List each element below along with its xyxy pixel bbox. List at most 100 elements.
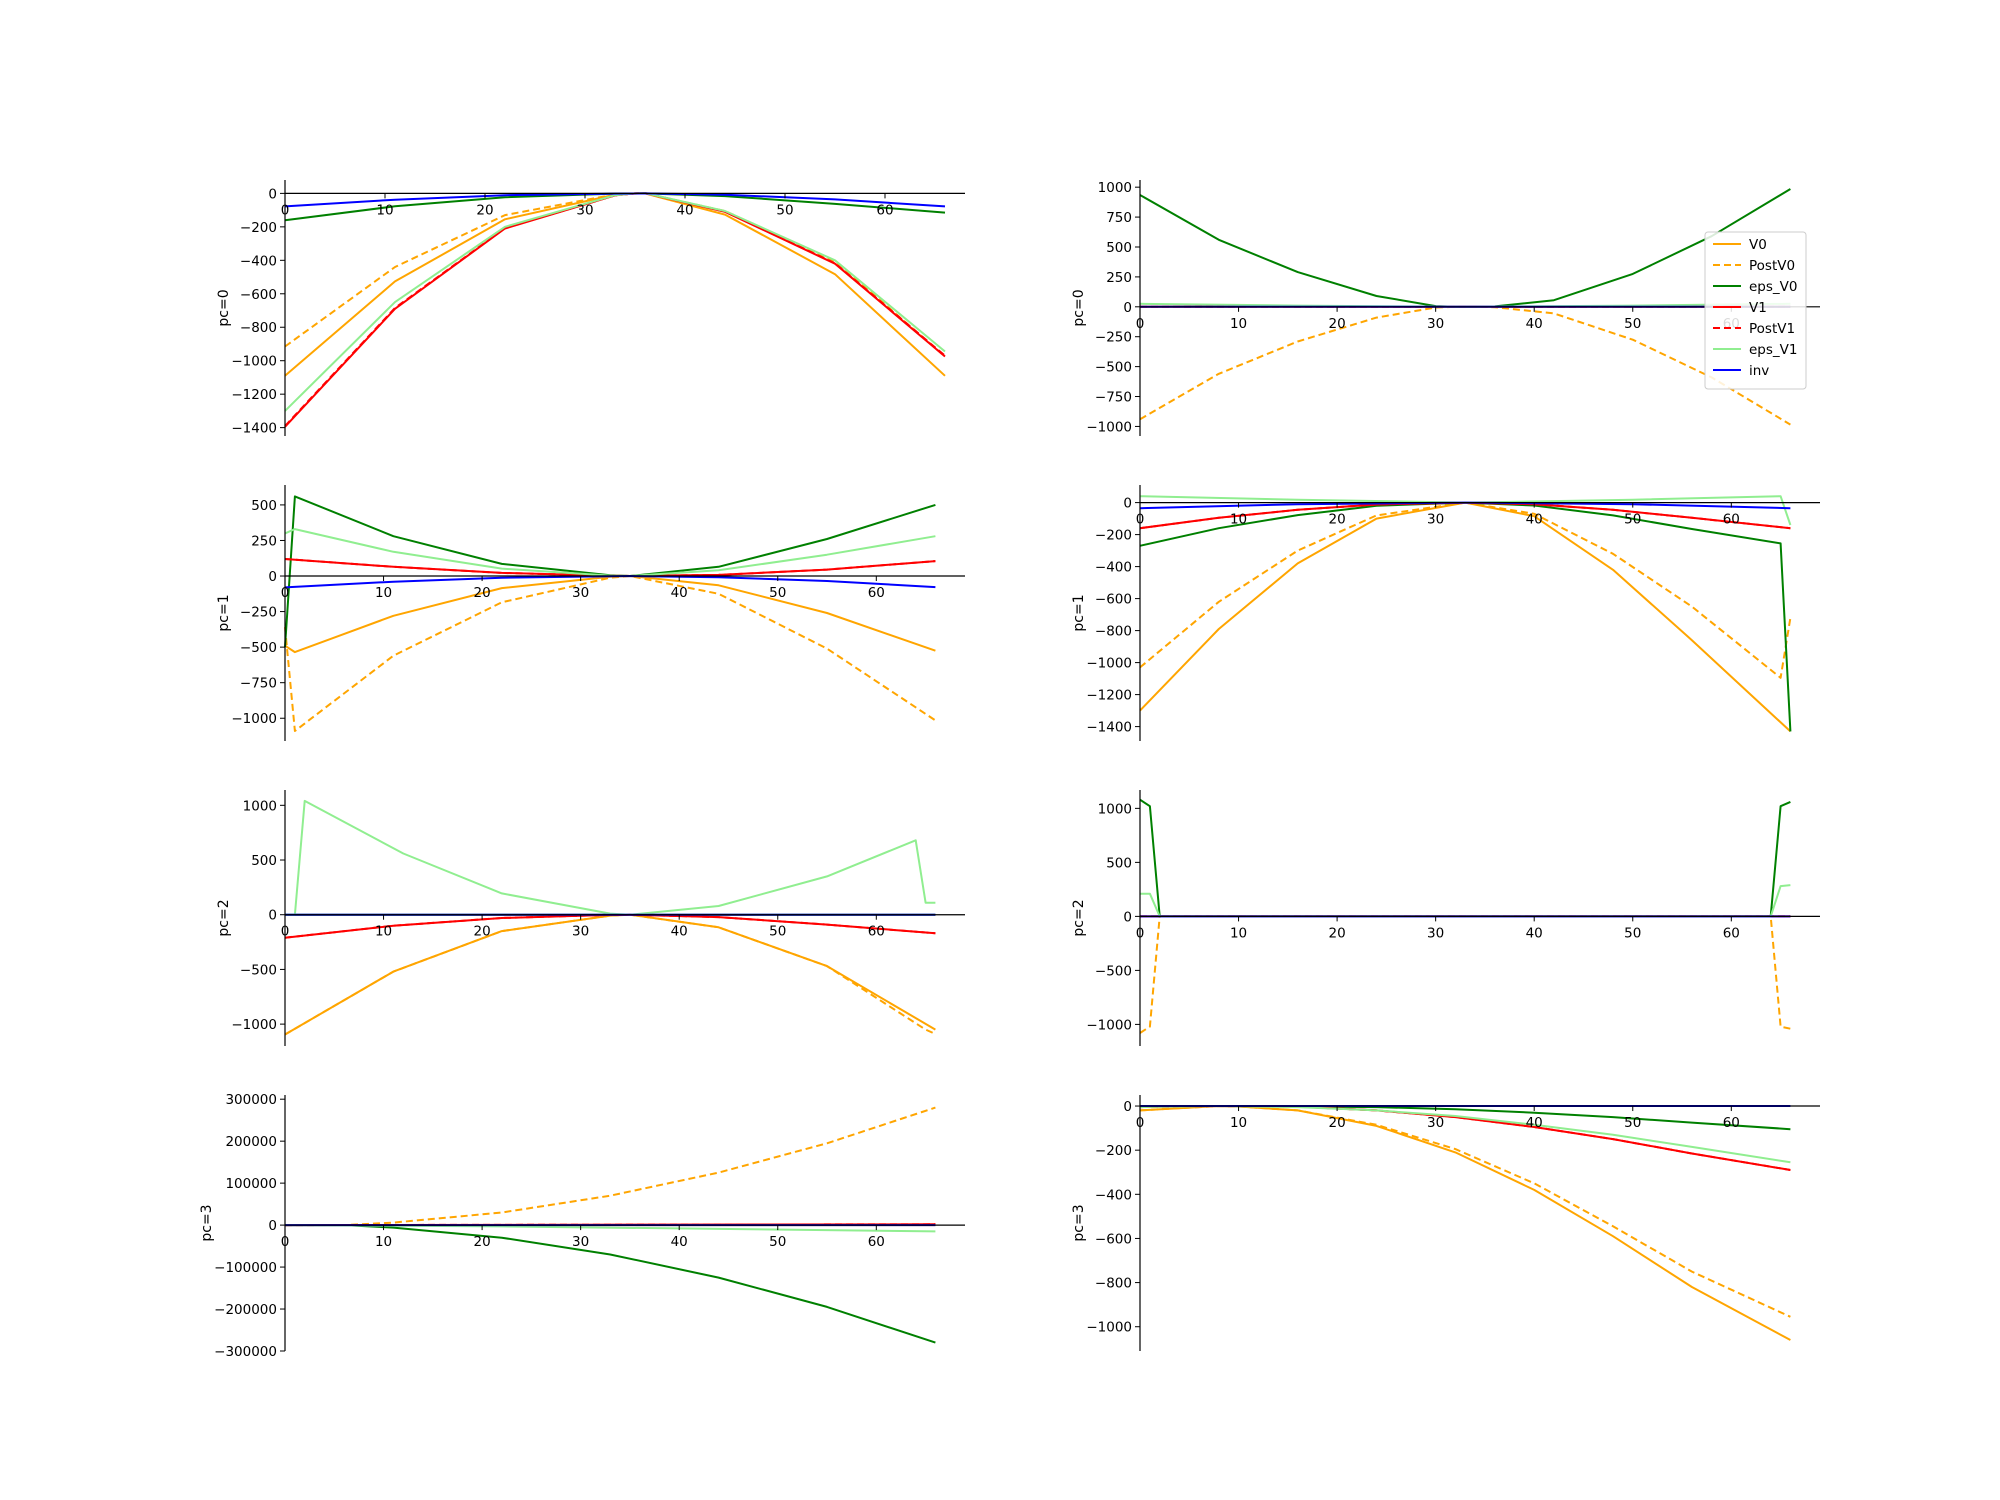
subplot-5: 0 10 20 30 40 50 60 1000 500 0 −500 −1000 pc=2 (1071, 790, 1820, 1046)
x-tick-label: 60 (876, 202, 893, 218)
x-tick-label: 30 (1427, 1115, 1444, 1131)
x-tick-label: 20 (474, 1234, 491, 1250)
y-tick-label: 250 (1106, 270, 1132, 286)
y-tick-label: −750 (240, 676, 277, 692)
x-tick-label: 20 (474, 585, 491, 601)
y-tick-label: −500 (240, 962, 277, 978)
x-tick-label: 0 (281, 1234, 290, 1250)
y-tick-label: −300000 (214, 1344, 277, 1360)
y-tick-label: 0 (268, 186, 277, 202)
y-tick-label: 0 (1123, 909, 1132, 925)
series-line-PostV0 (284, 575, 936, 732)
legend-label-PostV0: PostV0 (1749, 258, 1795, 274)
y-axis-label: pc=2 (216, 899, 232, 936)
y-tick-label: −600 (1095, 1231, 1132, 1247)
x-tick-label: 10 (1230, 925, 1247, 941)
x-tick-label: 30 (1427, 925, 1444, 941)
y-tick-label: −200 (1095, 1143, 1132, 1159)
y-tick-label: −250 (1095, 330, 1132, 346)
y-tick-label: −200 (1095, 528, 1132, 544)
y-tick-label: −600 (240, 287, 277, 303)
y-tick-label: −800 (1095, 1276, 1132, 1292)
x-tick-label: 40 (671, 1234, 688, 1250)
x-tick-label: 50 (1624, 512, 1641, 528)
y-tick-label: −400 (240, 253, 277, 269)
x-tick-label: 30 (572, 1234, 589, 1250)
x-tick-label: 50 (1624, 316, 1641, 332)
x-tick-label: 60 (1723, 925, 1740, 941)
y-axis-label: pc=3 (1071, 1204, 1087, 1241)
series-line-PostV0 (284, 913, 936, 1036)
x-tick-label: 0 (281, 202, 290, 218)
x-tick-label: 10 (1230, 1115, 1247, 1131)
y-axis-label: pc=1 (1071, 594, 1087, 631)
y-tick-label: 300000 (225, 1092, 277, 1108)
x-tick-label: 40 (1526, 512, 1543, 528)
x-tick-label: 30 (572, 924, 589, 940)
y-tick-label: −1400 (1086, 720, 1132, 736)
x-tick-label: 50 (769, 585, 786, 601)
x-tick-label: 20 (1329, 316, 1346, 332)
y-tick-label: 500 (1106, 855, 1132, 871)
x-tick-label: 60 (1723, 512, 1740, 528)
x-tick-label: 60 (868, 585, 885, 601)
y-tick-label: 0 (1123, 300, 1132, 316)
y-tick-label: 0 (268, 1218, 277, 1234)
x-tick-label: 10 (375, 585, 392, 601)
legend-label-eps_V1: eps_V1 (1749, 342, 1797, 358)
x-tick-label: 50 (1624, 925, 1641, 941)
x-tick-label: 40 (676, 202, 693, 218)
x-tick-label: 20 (1329, 1115, 1346, 1131)
y-tick-label: −1000 (1086, 656, 1132, 672)
y-axis-label: pc=0 (216, 289, 232, 326)
x-tick-label: 50 (769, 924, 786, 940)
x-tick-label: 0 (1136, 1115, 1145, 1131)
y-tick-label: −500 (240, 640, 277, 656)
x-tick-label: 40 (671, 585, 688, 601)
y-tick-label: −1000 (231, 354, 277, 370)
x-tick-label: 60 (1723, 1115, 1740, 1131)
x-tick-label: 50 (1624, 1115, 1641, 1131)
y-tick-label: −200 (240, 220, 277, 236)
y-axis-label: pc=1 (216, 594, 232, 631)
series-line-PostV1 (1139, 501, 1791, 530)
y-tick-label: 0 (268, 569, 277, 585)
y-tick-label: −1200 (231, 387, 277, 403)
y-tick-label: −250 (240, 605, 277, 621)
y-tick-label: 500 (251, 498, 277, 514)
subplot-4: 0 10 20 30 40 50 60 1000 500 0 −500 −1000 pc=2 (216, 790, 965, 1046)
y-tick-label: 0 (1123, 496, 1132, 512)
y-tick-label: 0 (268, 908, 277, 924)
y-tick-label: 200000 (225, 1134, 277, 1150)
x-tick-label: 60 (868, 1234, 885, 1250)
y-tick-label: 500 (1106, 240, 1132, 256)
x-tick-label: 30 (1427, 512, 1444, 528)
y-tick-label: −500 (1095, 963, 1132, 979)
y-tick-label: −600 (1095, 592, 1132, 608)
y-tick-label: −750 (1095, 390, 1132, 406)
x-tick-label: 20 (476, 202, 493, 218)
y-tick-label: 1000 (1098, 180, 1132, 196)
x-tick-label: 20 (1329, 512, 1346, 528)
legend-label-V0: V0 (1749, 237, 1767, 253)
subplot-6: 0 10 20 30 40 50 603000002000001000000−100000−… (199, 1092, 965, 1360)
x-tick-label: 0 (281, 924, 290, 940)
x-tick-label: 50 (776, 202, 793, 218)
y-tick-label: 1000 (1098, 801, 1132, 817)
y-tick-label: −100000 (214, 1260, 277, 1276)
x-tick-label: 40 (1526, 1115, 1543, 1131)
y-tick-label: −1000 (1086, 1320, 1132, 1336)
series-line-PostV0 (1139, 501, 1792, 679)
subplot-2: 0 10 20 30 40 50 605002500−250−500−750−1000pc=… (216, 485, 965, 741)
y-tick-label: −800 (1095, 624, 1132, 640)
x-tick-label: 0 (1136, 925, 1145, 941)
y-tick-label: 750 (1106, 210, 1132, 226)
x-tick-label: 10 (1230, 512, 1247, 528)
y-tick-label: −1000 (1086, 419, 1132, 435)
y-tick-label: −400 (1095, 1187, 1132, 1203)
x-tick-label: 20 (1329, 925, 1346, 941)
x-tick-label: 30 (572, 585, 589, 601)
y-tick-label: 0 (1123, 1099, 1132, 1115)
